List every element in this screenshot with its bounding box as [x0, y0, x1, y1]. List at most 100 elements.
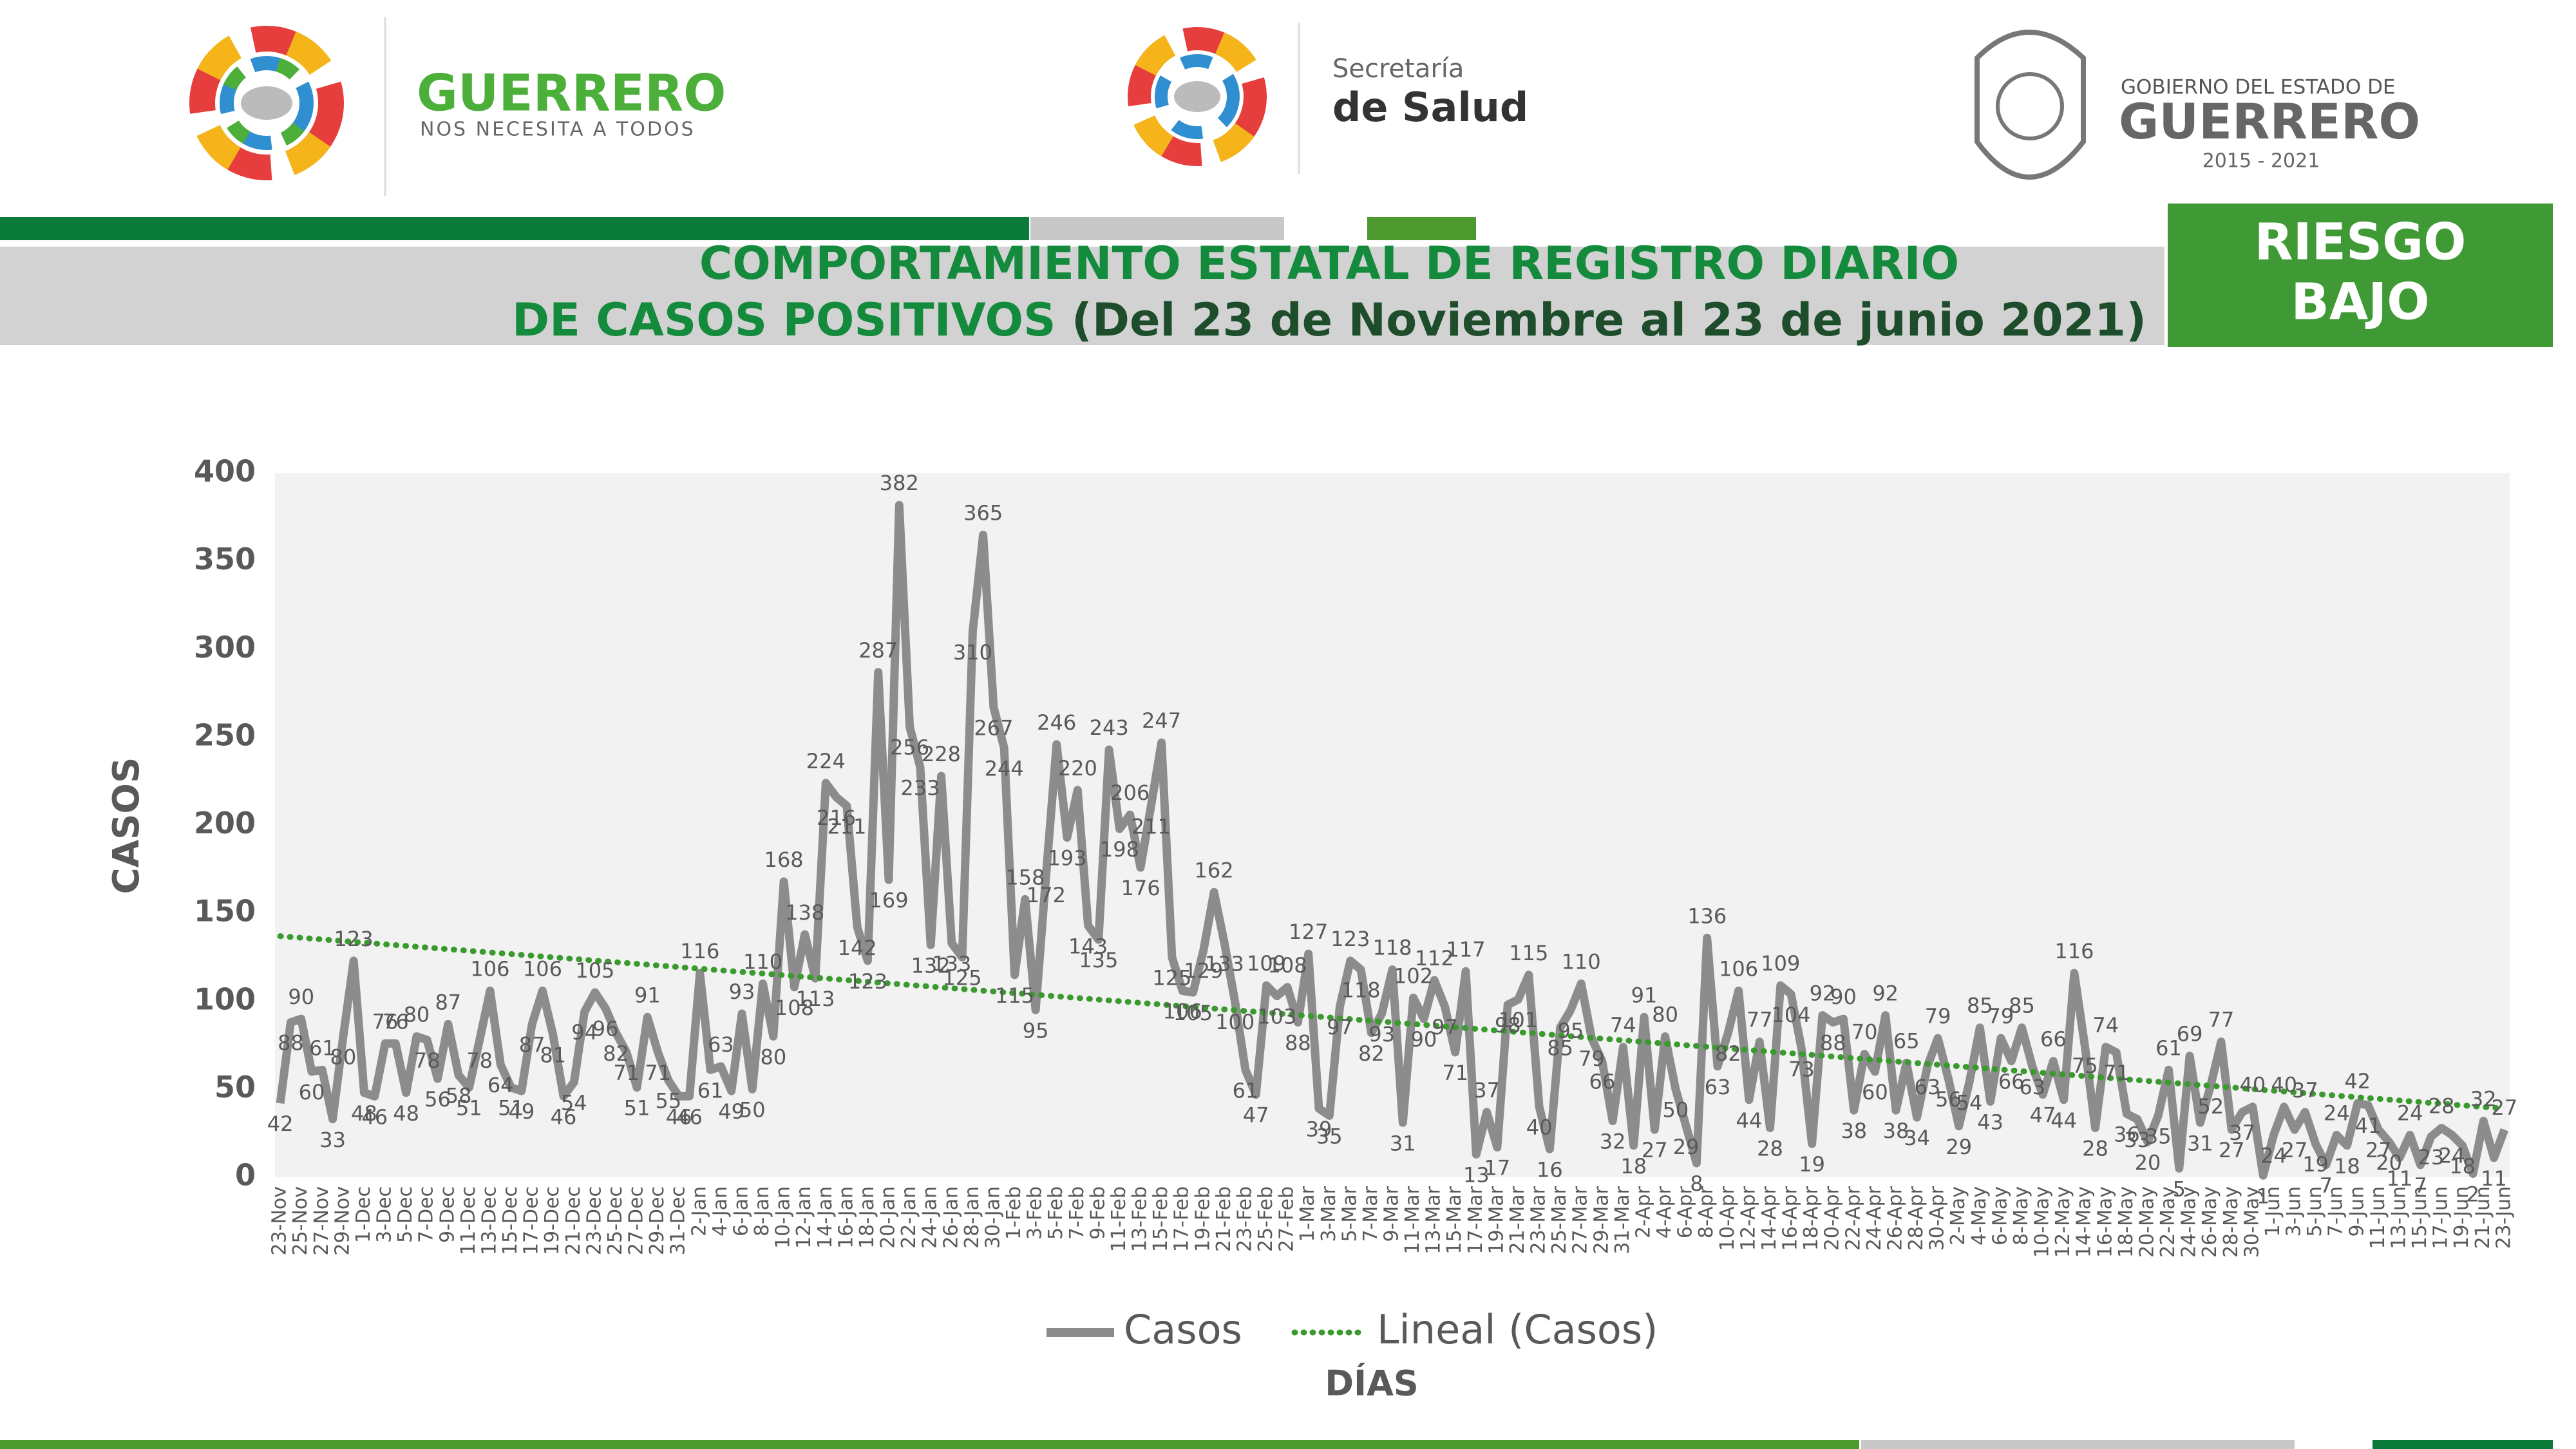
- data-label: 123: [334, 927, 374, 951]
- x-tick-label: 19-Dec: [541, 1186, 564, 1255]
- data-label: 93: [1368, 1022, 1395, 1046]
- data-label: 44: [2050, 1108, 2077, 1133]
- data-label: 66: [1998, 1070, 2025, 1094]
- data-label: 90: [1411, 1027, 1437, 1052]
- decor-bar: [0, 1440, 1859, 1449]
- data-label: 63: [2019, 1075, 2045, 1099]
- data-label: 27: [2491, 1095, 2517, 1120]
- data-label: 112: [1415, 946, 1454, 971]
- x-tick-label: 21-Mar: [1506, 1186, 1529, 1254]
- data-label: 61: [309, 1036, 336, 1060]
- data-label: 70: [1852, 1020, 1878, 1045]
- x-tick-label: 27-Mar: [1569, 1186, 1592, 1254]
- data-label: 56: [1935, 1087, 1962, 1112]
- data-label: 58: [446, 1084, 472, 1108]
- x-tick-label: 19-Mar: [1485, 1186, 1508, 1254]
- data-label: 93: [729, 980, 755, 1004]
- data-label: 52: [2197, 1094, 2224, 1119]
- y-tick-label: 100: [194, 981, 256, 1016]
- risk-text: BAJO: [2291, 273, 2429, 331]
- data-label: 116: [2054, 939, 2094, 963]
- data-label: 85: [1547, 1036, 1573, 1061]
- data-label: 103: [1257, 1005, 1296, 1029]
- x-tick-label: 9-Dec: [436, 1186, 459, 1243]
- data-label: 23: [2418, 1145, 2444, 1170]
- data-label: 109: [1247, 951, 1286, 976]
- data-label: 108: [775, 996, 814, 1020]
- data-label: 101: [1499, 1008, 1538, 1032]
- x-tick-label: 31-Dec: [667, 1186, 690, 1255]
- data-label: 117: [1446, 937, 1485, 961]
- legend-label: Lineal (Casos): [1377, 1306, 1658, 1353]
- data-label: 18: [2449, 1154, 2476, 1179]
- data-label: 90: [1830, 985, 1857, 1009]
- logo-text: 2015 - 2021: [2202, 150, 2320, 173]
- x-tick-label: 25-Feb: [1255, 1186, 1277, 1252]
- x-tick-label: 28-Apr: [1905, 1186, 1927, 1251]
- data-label: 31: [2187, 1131, 2213, 1155]
- data-label: 106: [1719, 956, 1758, 981]
- x-tick-label: 10-May: [2031, 1186, 2054, 1258]
- y-tick-label: 0: [235, 1158, 256, 1193]
- x-tick-label: 27-Feb: [1276, 1186, 1298, 1252]
- data-label: 24: [2324, 1101, 2350, 1125]
- data-label: 49: [718, 1099, 744, 1124]
- data-label: 37: [1473, 1078, 1500, 1103]
- data-label: 1: [2257, 1184, 2269, 1208]
- data-label: 24: [2397, 1101, 2423, 1125]
- x-tick-label: 2-May: [1947, 1186, 1969, 1245]
- data-label: 33: [319, 1128, 346, 1152]
- x-tick-label: 26-May: [2199, 1186, 2221, 1258]
- logo-ring: [1128, 27, 1267, 166]
- x-tick-label: 30-Jan: [981, 1186, 1004, 1249]
- x-tick-label: 13-Feb: [1129, 1186, 1151, 1252]
- decor-bar: [0, 217, 1029, 240]
- data-label: 46: [361, 1104, 388, 1129]
- data-label: 88: [278, 1031, 304, 1056]
- data-label: 95: [1558, 1018, 1584, 1043]
- data-label: 96: [592, 1017, 619, 1041]
- x-tick-label: 29-Dec: [646, 1186, 668, 1255]
- y-tick-label: 200: [194, 806, 256, 840]
- x-tick-label: 15-Mar: [1443, 1186, 1466, 1254]
- data-label: 129: [1184, 959, 1223, 983]
- data-label: 28: [1757, 1136, 1783, 1160]
- data-label: 40: [2240, 1073, 2266, 1097]
- y-tick-label: 50: [214, 1070, 256, 1104]
- x-tick-label: 7-Feb: [1066, 1186, 1088, 1240]
- x-tick-label: 23-Feb: [1233, 1186, 1256, 1252]
- data-label: 198: [1100, 837, 1139, 862]
- data-label: 20: [2135, 1150, 2161, 1175]
- data-label: 8: [1690, 1171, 1703, 1196]
- data-label: 66: [2040, 1027, 2067, 1052]
- data-label: 37: [2292, 1078, 2318, 1103]
- x-tick-label: 1-Dec: [352, 1186, 375, 1243]
- x-tick-label: 23-Mar: [1528, 1186, 1550, 1254]
- data-label: 11: [2481, 1166, 2507, 1191]
- data-label: 55: [656, 1089, 682, 1113]
- x-tick-label: 15-Jun: [2409, 1186, 2431, 1249]
- data-label: 27: [2219, 1138, 2245, 1162]
- x-tick-label: 29-Mar: [1590, 1186, 1613, 1254]
- data-label: 60: [1862, 1080, 1888, 1104]
- data-label: 39: [1306, 1117, 1332, 1141]
- data-label: 61: [2155, 1036, 2182, 1060]
- x-tick-label: 15-Feb: [1150, 1186, 1172, 1252]
- data-label: 7: [2414, 1173, 2427, 1198]
- guerrero-logo: [189, 26, 344, 180]
- data-label: 94: [571, 1020, 598, 1045]
- data-label: 97: [1327, 1015, 1353, 1039]
- data-label: 87: [519, 1032, 545, 1057]
- logo-map: [241, 86, 292, 120]
- x-tick-label: 5-Jun: [2304, 1186, 2326, 1236]
- risk-box: [2168, 204, 2553, 347]
- data-label: 42: [267, 1112, 294, 1136]
- y-tick-label: 350: [194, 542, 256, 576]
- data-label: 79: [1925, 1004, 1951, 1028]
- data-label: 287: [858, 638, 898, 663]
- logo-text: de Salud: [1332, 84, 1528, 131]
- x-tick-label: 3-Jun: [2283, 1186, 2306, 1236]
- x-tick-label: 16-Apr: [1779, 1186, 1802, 1251]
- x-tick-label: 6-Apr: [1674, 1186, 1697, 1238]
